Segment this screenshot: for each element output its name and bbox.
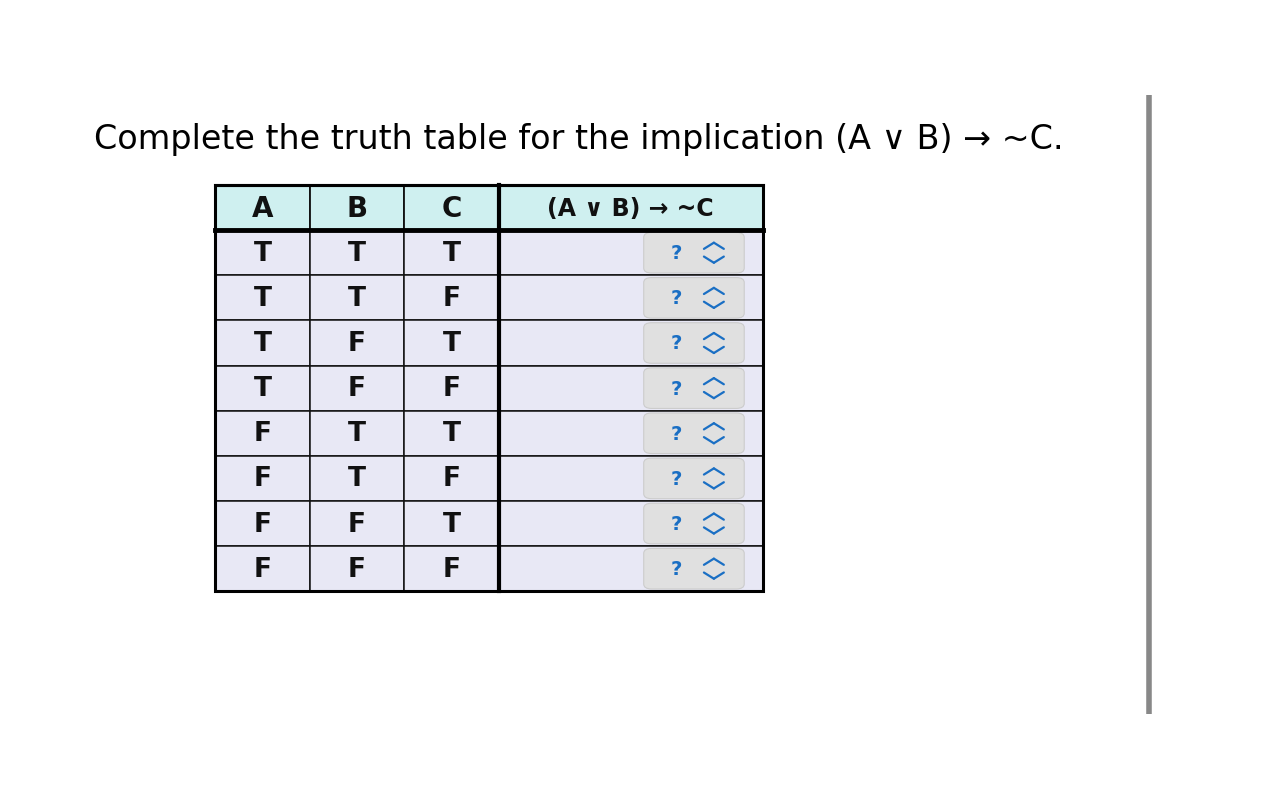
Bar (498, 186, 763, 231)
Bar (404, 186, 498, 231)
Text: C: C (442, 194, 462, 222)
Bar (498, 231, 763, 276)
Text: F: F (253, 421, 271, 447)
Text: T: T (348, 241, 366, 266)
Text: ?: ? (670, 334, 682, 353)
Bar (216, 411, 309, 456)
Bar (498, 501, 763, 546)
Bar (309, 186, 404, 231)
FancyBboxPatch shape (643, 278, 745, 318)
FancyBboxPatch shape (643, 368, 745, 409)
Text: F: F (253, 511, 271, 537)
Bar (309, 456, 404, 501)
Text: T: T (253, 286, 271, 311)
Bar (498, 456, 763, 501)
Text: (A ∨ B) → ~C: (A ∨ B) → ~C (547, 196, 714, 221)
Text: F: F (348, 330, 366, 357)
Text: ?: ? (670, 560, 682, 578)
FancyBboxPatch shape (643, 459, 745, 499)
Bar (309, 366, 404, 411)
Text: T: T (348, 286, 366, 311)
Text: T: T (348, 466, 366, 492)
Bar (309, 321, 404, 366)
Text: T: T (348, 421, 366, 447)
Text: ?: ? (670, 289, 682, 308)
Text: F: F (253, 556, 271, 582)
Text: F: F (443, 286, 461, 311)
Bar (404, 501, 498, 546)
Text: ?: ? (670, 514, 682, 533)
Bar (216, 501, 309, 546)
FancyBboxPatch shape (643, 549, 745, 589)
Text: ?: ? (670, 424, 682, 444)
Bar (216, 321, 309, 366)
Bar (498, 411, 763, 456)
Bar (404, 456, 498, 501)
Bar (404, 321, 498, 366)
FancyBboxPatch shape (643, 414, 745, 454)
Bar (216, 186, 763, 592)
Text: F: F (348, 375, 366, 402)
Text: T: T (443, 330, 461, 357)
Bar (216, 231, 309, 276)
Bar (216, 366, 309, 411)
Text: ?: ? (670, 244, 682, 263)
Bar (404, 411, 498, 456)
FancyBboxPatch shape (643, 233, 745, 273)
Text: F: F (348, 511, 366, 537)
Bar (216, 186, 309, 231)
Bar (498, 366, 763, 411)
Text: T: T (253, 375, 271, 402)
Text: B: B (347, 194, 367, 222)
Text: T: T (443, 421, 461, 447)
Text: F: F (443, 375, 461, 402)
Bar (498, 321, 763, 366)
Bar (309, 231, 404, 276)
Text: T: T (443, 511, 461, 537)
Bar (404, 231, 498, 276)
Text: T: T (253, 241, 271, 266)
Text: T: T (443, 241, 461, 266)
Bar (404, 366, 498, 411)
Bar (498, 546, 763, 592)
Text: Complete the truth table for the implication (A ∨ B) → ~C.: Complete the truth table for the implica… (94, 123, 1063, 156)
Bar (216, 276, 309, 321)
Text: T: T (253, 330, 271, 357)
Text: ?: ? (670, 469, 682, 488)
Bar (404, 276, 498, 321)
Bar (498, 276, 763, 321)
Text: F: F (443, 556, 461, 582)
Bar (309, 411, 404, 456)
FancyBboxPatch shape (643, 504, 745, 544)
Bar (216, 456, 309, 501)
Bar (216, 546, 309, 592)
Text: A: A (252, 194, 273, 222)
Bar (309, 546, 404, 592)
Text: F: F (253, 466, 271, 492)
Bar (309, 501, 404, 546)
Text: ?: ? (670, 379, 682, 398)
Bar (404, 546, 498, 592)
Text: F: F (443, 466, 461, 492)
FancyBboxPatch shape (643, 323, 745, 364)
Bar (309, 276, 404, 321)
Text: F: F (348, 556, 366, 582)
